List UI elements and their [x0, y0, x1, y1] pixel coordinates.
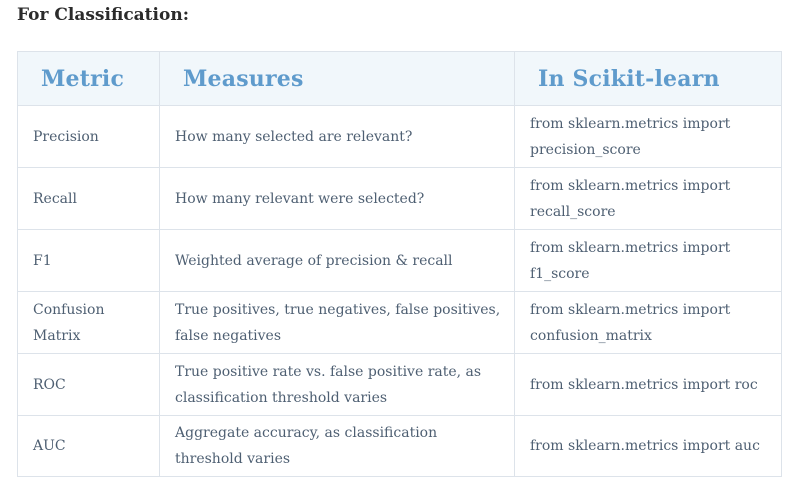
table-row: F1 Weighted average of precision & recal…: [17, 229, 782, 292]
measures-text: Weighted average of precision & recall: [175, 252, 453, 269]
metric-cell: Recall: [17, 167, 160, 230]
table-header-row: Metric Measures In Scikit-learn: [17, 51, 782, 106]
sklearn-line: recall_score: [530, 203, 616, 220]
sklearn-line: confusion_matrix: [530, 327, 652, 344]
metric-cell: AUC: [17, 415, 160, 477]
measures-cell: How many relevant were selected?: [159, 167, 515, 230]
metric-name: Confusion: [33, 301, 105, 318]
measures-text: threshold varies: [175, 451, 291, 467]
measures-cell: How many selected are relevant?: [159, 105, 515, 168]
measures-text: True positives, true negatives, false po…: [175, 301, 501, 318]
sklearn-cell: from sklearn.metrics import confusion_mat…: [514, 291, 782, 354]
column-header-metric: Metric: [17, 51, 160, 106]
measures-text: How many selected are relevant?: [175, 128, 413, 145]
metric-cell: ROC: [17, 353, 160, 416]
table-row: Precision How many selected are relevant…: [17, 105, 782, 168]
sklearn-line: from sklearn.metrics import: [530, 239, 731, 256]
metric-name: Recall: [33, 190, 77, 207]
sklearn-line: from sklearn.metrics import: [530, 301, 731, 318]
metric-name: Matrix: [33, 327, 81, 344]
sklearn-cell: from sklearn.metrics import recall_score: [514, 167, 782, 230]
measures-text: True positive rate vs. false positive ra…: [175, 363, 482, 380]
metric-cell: Precision: [17, 105, 160, 168]
metric-cell: Confusion Matrix: [17, 291, 160, 354]
sklearn-line: f1_score: [530, 265, 590, 282]
sklearn-cell: from sklearn.metrics import precision_sco…: [514, 105, 782, 168]
metric-name: Precision: [33, 128, 99, 145]
metric-cell: F1: [17, 229, 160, 292]
table-row: AUC Aggregate accuracy, as classificatio…: [17, 415, 782, 477]
measures-cell: True positives, true negatives, false po…: [159, 291, 515, 354]
sklearn-line: from sklearn.metrics import: [530, 115, 731, 132]
metrics-table: Metric Measures In Scikit-learn Precisio…: [17, 51, 782, 477]
sklearn-cell: from sklearn.metrics import auc: [514, 415, 782, 477]
measures-text: classification threshold varies: [175, 389, 388, 406]
metric-name: ROC: [33, 376, 66, 393]
measures-text: false negatives: [175, 327, 282, 344]
sklearn-line: from sklearn.metrics import: [530, 177, 731, 194]
measures-text: Aggregate accuracy, as classification: [175, 425, 438, 441]
sklearn-cell: from sklearn.metrics import roc: [514, 353, 782, 416]
measures-text: How many relevant were selected?: [175, 190, 425, 207]
column-header-measures: Measures: [159, 51, 515, 106]
sklearn-line: precision_score: [530, 141, 641, 158]
table-row: Confusion Matrix True positives, true neg…: [17, 291, 782, 354]
metric-name: F1: [33, 252, 52, 269]
column-header-scikit-learn: In Scikit-learn: [514, 51, 782, 106]
measures-cell: True positive rate vs. false positive ra…: [159, 353, 515, 416]
section-heading: For Classification:: [17, 5, 189, 25]
metric-name: AUC: [33, 438, 66, 454]
table-row: Recall How many relevant were selected? …: [17, 167, 782, 230]
table-row: ROC True positive rate vs. false positiv…: [17, 353, 782, 416]
measures-cell: Weighted average of precision & recall: [159, 229, 515, 292]
sklearn-line: from sklearn.metrics import roc: [530, 376, 758, 393]
sklearn-cell: from sklearn.metrics import f1_score: [514, 229, 782, 292]
sklearn-line: from sklearn.metrics import auc: [530, 438, 760, 454]
measures-cell: Aggregate accuracy, as classification thr…: [159, 415, 515, 477]
